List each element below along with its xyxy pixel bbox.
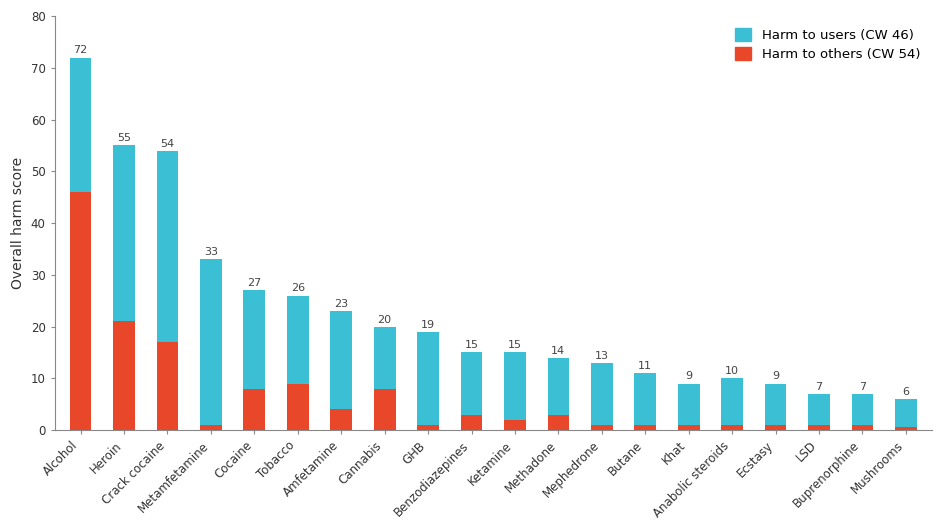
Bar: [417, 425, 438, 430]
Bar: [157, 342, 178, 430]
Bar: [852, 425, 873, 430]
Bar: [157, 151, 178, 342]
Bar: [635, 373, 656, 425]
Bar: [635, 425, 656, 430]
Bar: [460, 415, 483, 430]
Bar: [70, 192, 91, 430]
Bar: [895, 427, 917, 430]
Text: 11: 11: [638, 361, 653, 371]
Bar: [591, 363, 613, 425]
Bar: [548, 358, 570, 415]
Text: 15: 15: [465, 340, 478, 350]
Text: 7: 7: [816, 382, 822, 392]
Legend: Harm to users (CW 46), Harm to others (CW 54): Harm to users (CW 46), Harm to others (C…: [730, 23, 925, 66]
Bar: [808, 394, 830, 425]
Text: 72: 72: [74, 46, 88, 55]
Bar: [852, 394, 873, 425]
Text: 27: 27: [247, 278, 261, 288]
Text: 26: 26: [290, 284, 305, 294]
Text: 55: 55: [117, 133, 131, 143]
Bar: [417, 332, 438, 425]
Bar: [591, 425, 613, 430]
Bar: [287, 383, 308, 430]
Bar: [200, 259, 222, 425]
Bar: [678, 383, 700, 425]
Bar: [373, 389, 395, 430]
Bar: [895, 399, 917, 427]
Text: 10: 10: [725, 366, 739, 376]
Y-axis label: Overall harm score: Overall harm score: [11, 157, 25, 289]
Text: 14: 14: [552, 346, 566, 356]
Bar: [330, 311, 352, 409]
Bar: [808, 425, 830, 430]
Text: 19: 19: [421, 320, 435, 330]
Bar: [243, 290, 265, 389]
Text: 20: 20: [377, 314, 391, 324]
Text: 33: 33: [204, 247, 218, 257]
Bar: [200, 425, 222, 430]
Bar: [548, 415, 570, 430]
Bar: [505, 353, 526, 419]
Text: 6: 6: [902, 387, 909, 397]
Bar: [765, 425, 786, 430]
Bar: [765, 383, 786, 425]
Bar: [505, 419, 526, 430]
Bar: [373, 327, 395, 389]
Text: 9: 9: [686, 371, 692, 381]
Text: 54: 54: [160, 139, 174, 149]
Bar: [721, 425, 743, 430]
Bar: [70, 57, 91, 192]
Text: 23: 23: [334, 299, 348, 309]
Bar: [287, 296, 308, 383]
Bar: [113, 145, 135, 321]
Text: 13: 13: [595, 351, 609, 361]
Bar: [243, 389, 265, 430]
Text: 9: 9: [772, 371, 779, 381]
Text: 15: 15: [508, 340, 521, 350]
Text: 7: 7: [859, 382, 866, 392]
Bar: [721, 378, 743, 425]
Bar: [678, 425, 700, 430]
Bar: [460, 353, 483, 415]
Bar: [330, 409, 352, 430]
Bar: [113, 321, 135, 430]
